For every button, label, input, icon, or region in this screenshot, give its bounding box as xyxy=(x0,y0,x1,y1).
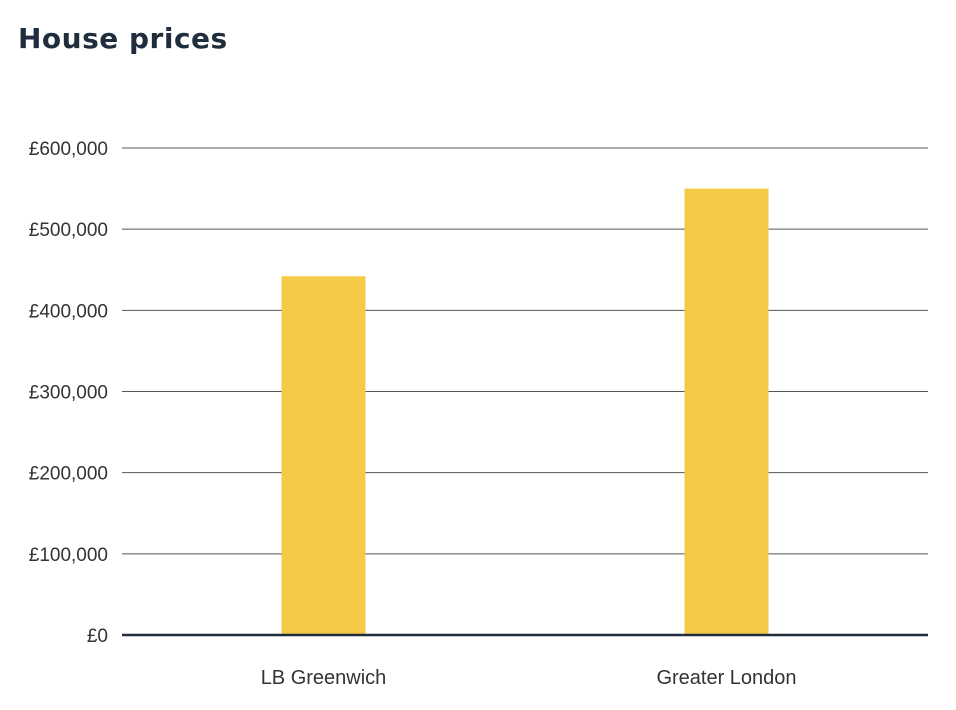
y-tick-label: £100,000 xyxy=(29,545,108,566)
y-tick-label: £300,000 xyxy=(29,383,108,404)
x-category-label: LB Greenwich xyxy=(261,667,387,689)
bar xyxy=(684,188,769,636)
y-axis-ticks: £0 £100,000 £200,000 £300,000 £400,000 £500,0… xyxy=(29,139,108,647)
x-axis-categories: LB Greenwich Greater London xyxy=(261,667,797,689)
chart-title: House prices xyxy=(18,22,228,55)
x-category-label: Greater London xyxy=(656,667,796,689)
y-tick-label: £200,000 xyxy=(29,464,108,485)
y-tick-label: £600,000 xyxy=(29,139,108,160)
y-tick-label: £0 xyxy=(87,626,108,647)
gridlines xyxy=(122,147,928,555)
bars xyxy=(281,188,769,636)
y-tick-label: £400,000 xyxy=(29,301,108,322)
bar xyxy=(281,276,366,635)
y-tick-label: £500,000 xyxy=(29,220,108,241)
